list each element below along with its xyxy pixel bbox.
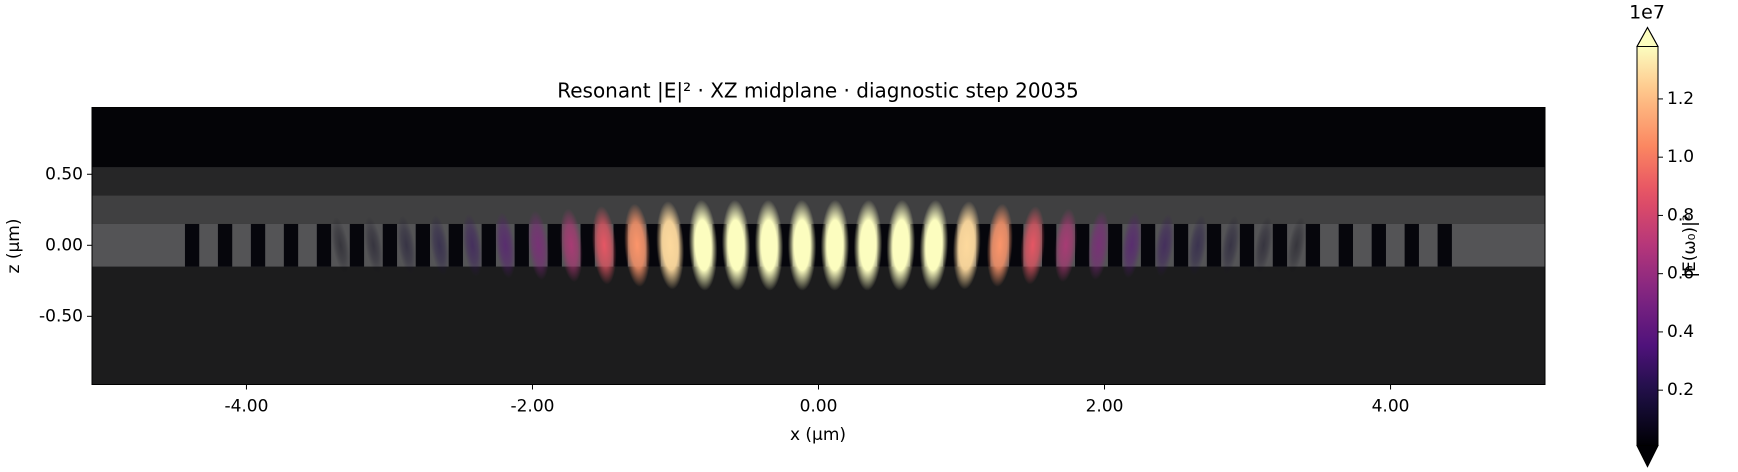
colorbar-extend-min	[1636, 445, 1659, 468]
layer	[92, 195, 1545, 224]
field-lobe	[853, 199, 883, 291]
hole	[250, 223, 266, 267]
colorbar-tick-label: 0.4	[1667, 322, 1694, 342]
hole	[580, 223, 595, 267]
hole	[448, 223, 463, 267]
hole	[1074, 223, 1090, 267]
x-tick-label: -2.00	[510, 397, 554, 417]
hole	[1140, 223, 1156, 267]
colorbar-label: |E(ω₀)|²	[1680, 214, 1700, 277]
hole	[514, 223, 529, 267]
x-tick-label: 2.00	[1086, 397, 1124, 417]
field-lobe	[559, 208, 583, 283]
x-axis-label: x (µm)	[790, 425, 846, 445]
field-lobe	[462, 213, 483, 277]
y-tick-label: -0.50	[39, 306, 83, 326]
field-lobe	[1221, 215, 1240, 275]
field-lobe	[592, 206, 617, 285]
colorbar-tick-label: 0.2	[1667, 380, 1694, 400]
hole	[316, 223, 332, 267]
field-lobe	[624, 203, 651, 287]
field-lobe	[688, 199, 718, 291]
colorbar-tick-label: 1.2	[1667, 89, 1694, 109]
field-lobe	[1254, 216, 1273, 275]
hole	[1173, 223, 1189, 267]
colorbar-tick-label: 0.8	[1667, 205, 1694, 225]
hole	[1305, 223, 1321, 267]
field-lobe	[754, 199, 784, 291]
field-lobe	[886, 199, 916, 291]
hole	[1042, 223, 1057, 267]
colorbar-extend-max	[1636, 26, 1659, 47]
field-lobe	[1287, 216, 1306, 274]
colorbar-offset: 1e7	[1629, 2, 1665, 24]
field-lobe	[787, 199, 817, 291]
hole	[1272, 223, 1288, 267]
colorbar-frame	[1636, 26, 1659, 468]
field-lobe	[495, 212, 516, 279]
hole	[217, 223, 233, 267]
hole	[1338, 223, 1354, 267]
field-lobe	[1087, 210, 1110, 281]
field-lobe	[429, 214, 449, 276]
hole	[1404, 223, 1419, 267]
field-lobe	[1054, 208, 1078, 283]
hole	[1437, 223, 1452, 267]
field-lobe	[1188, 214, 1208, 276]
hole	[547, 223, 562, 267]
hole	[382, 223, 398, 267]
field-lobe	[527, 210, 550, 281]
hole	[481, 223, 496, 267]
field-lobe	[331, 216, 350, 274]
hole	[349, 223, 365, 267]
y-tick-label: 0.00	[45, 235, 83, 255]
field-lobe	[1020, 206, 1045, 285]
hole	[1107, 223, 1123, 267]
hole	[283, 223, 299, 267]
field-lobe	[656, 201, 685, 290]
hole	[1239, 223, 1255, 267]
field-lobe	[820, 199, 850, 291]
x-tick-label: 0.00	[800, 397, 838, 417]
field-lobe	[364, 216, 383, 275]
hole	[415, 223, 431, 267]
hole	[1371, 223, 1386, 267]
field-lobe	[952, 201, 981, 290]
layer	[92, 107, 1545, 168]
colorbar-tick-label: 0.6	[1667, 264, 1694, 284]
field-lobe	[919, 199, 949, 291]
y-tick-label: 0.50	[45, 164, 83, 184]
field-lobe	[721, 199, 751, 291]
layer	[92, 167, 1545, 196]
hole	[184, 223, 200, 267]
field-lobe	[1154, 213, 1175, 277]
plot-area	[92, 107, 1545, 385]
hole	[1206, 223, 1222, 267]
field-lobe	[1121, 212, 1142, 279]
colorbar-tick-label: 1.0	[1667, 147, 1694, 167]
field-lobe	[397, 215, 416, 275]
x-tick-label: 4.00	[1372, 397, 1410, 417]
colorbar	[1637, 46, 1658, 446]
x-tick-label: -4.00	[224, 397, 268, 417]
y-axis-label: z (µm)	[4, 219, 24, 274]
field-lobe	[986, 203, 1013, 287]
chart-title: Resonant |E|² · XZ midplane · diagnostic…	[557, 79, 1079, 103]
